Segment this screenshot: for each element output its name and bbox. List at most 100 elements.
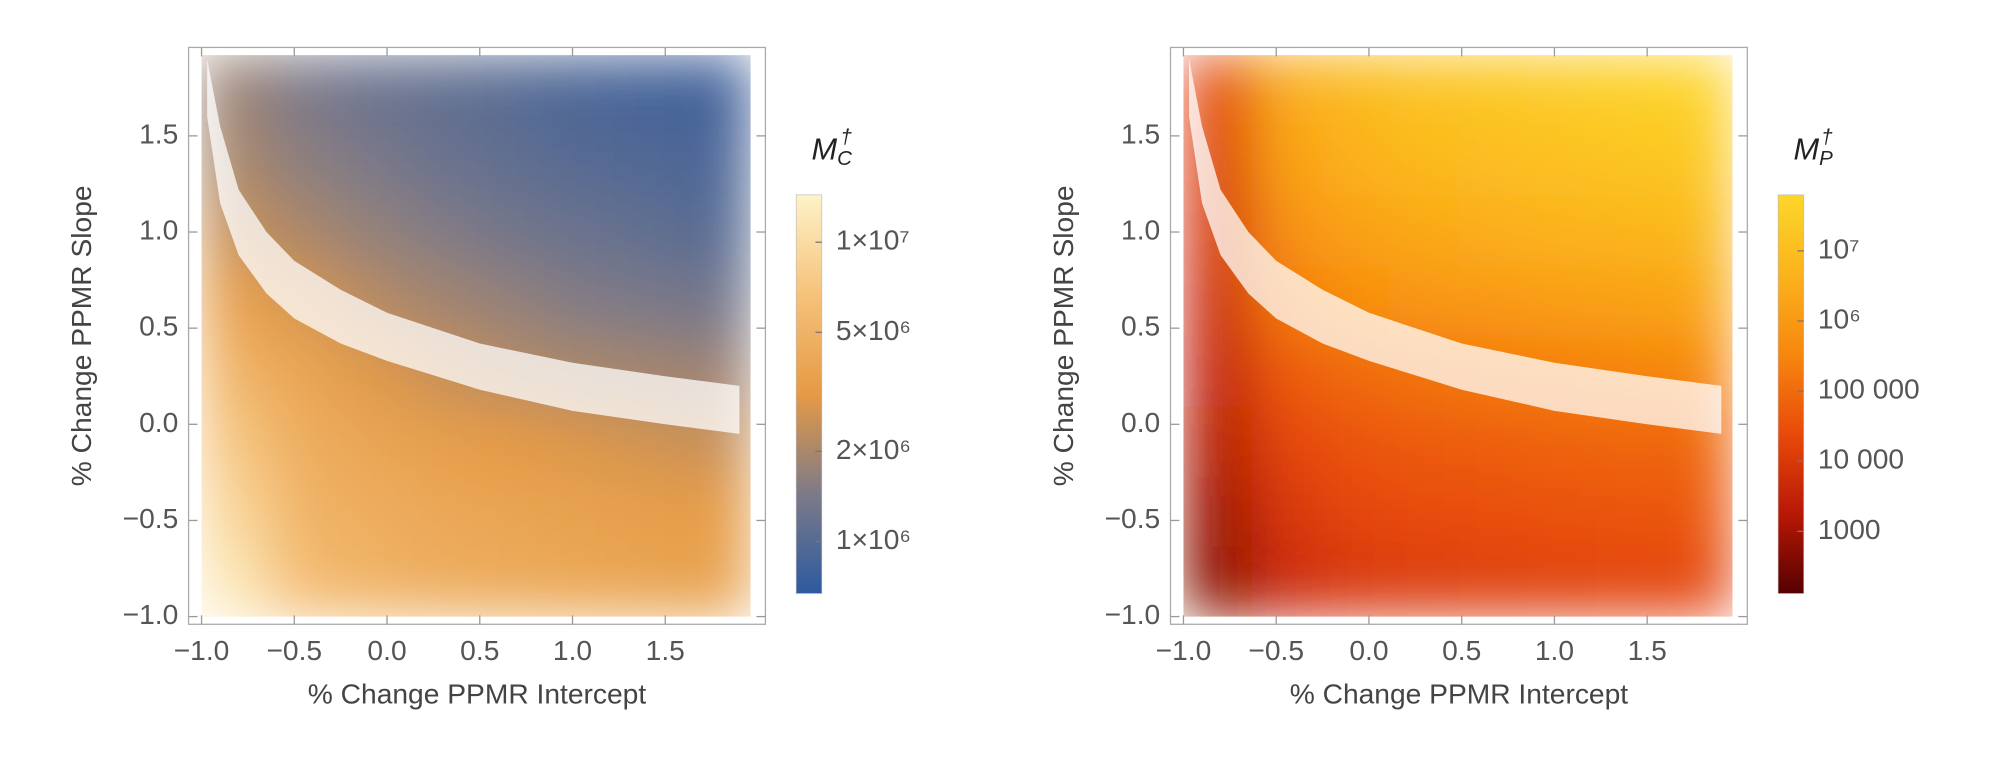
colorbar-title-sup: † xyxy=(1821,126,1833,149)
x-tick-label: 1.5 xyxy=(646,634,685,666)
x-tick-label: 0.0 xyxy=(367,634,406,666)
heat-cell xyxy=(476,195,546,267)
heat-cell xyxy=(1252,55,1322,126)
heat-cell xyxy=(338,55,409,126)
heat-cell xyxy=(1595,125,1665,197)
plot-frame xyxy=(1169,46,1748,625)
heat-cell xyxy=(1389,125,1459,197)
heat-cells xyxy=(1183,55,1733,617)
heat-cell xyxy=(476,55,546,126)
colorbar-title-base: M xyxy=(812,131,838,166)
heat-cell xyxy=(1457,265,1528,337)
heat-cell xyxy=(1526,55,1596,126)
heat-cell xyxy=(1457,195,1528,267)
heat-cell xyxy=(681,476,751,548)
y-tick-label: 1.5 xyxy=(1121,117,1160,149)
heat-cell xyxy=(1663,195,1733,267)
y-tick-label: 0.0 xyxy=(1121,406,1160,438)
colorbar-title-base: M xyxy=(1793,131,1819,166)
heat-cell xyxy=(1595,265,1665,337)
heat-cell xyxy=(613,55,683,126)
heat-cell xyxy=(1320,406,1390,477)
heat-cell xyxy=(338,546,409,617)
colorbar-tick-label: 1×10⁷ xyxy=(836,224,910,256)
heat-cell xyxy=(1320,55,1390,126)
heat-cell xyxy=(1526,476,1596,548)
feasible-band xyxy=(1189,58,1722,434)
heat-cell xyxy=(1526,125,1596,197)
y-tick-label: 0.5 xyxy=(139,310,178,342)
heat-cell xyxy=(1457,546,1528,617)
heat-cell xyxy=(1595,55,1665,126)
x-axis-title: % Change PPMR Intercept xyxy=(308,678,647,710)
y-tick-label: −1.0 xyxy=(123,598,179,630)
heat-cell xyxy=(544,55,614,126)
heat-cell xyxy=(1320,476,1390,548)
colorbar-tick-label: 1000 xyxy=(1818,513,1881,545)
heat-cell xyxy=(270,335,340,407)
heat-cell xyxy=(407,546,477,617)
heat-cell xyxy=(1595,195,1665,267)
y-tick-label: −0.5 xyxy=(1105,502,1161,534)
heat-cell xyxy=(338,125,409,197)
heat-cell xyxy=(407,125,477,197)
heat-cell xyxy=(338,195,409,267)
heat-cell xyxy=(270,476,340,548)
x-tick-label: 0.0 xyxy=(1349,634,1388,666)
heat-cell xyxy=(407,406,477,477)
heat-cell xyxy=(407,55,477,126)
x-tick-label: 1.0 xyxy=(553,634,592,666)
colorbar-tick-label: 10 000 xyxy=(1818,443,1904,475)
heat-cell xyxy=(1183,406,1253,477)
colorbar xyxy=(1777,194,1805,594)
heat-cell xyxy=(338,476,409,548)
heat-cell xyxy=(1389,546,1459,617)
y-tick-label: 1.5 xyxy=(139,117,178,149)
heat-cell xyxy=(1320,125,1390,197)
heat-cell xyxy=(1183,335,1253,407)
x-tick-label: −1.0 xyxy=(174,634,230,666)
heat-cell xyxy=(201,546,271,617)
heatmap xyxy=(1183,55,1733,617)
colorbar-tick-label: 10⁷ xyxy=(1818,232,1860,264)
y-tick-label: 0.0 xyxy=(139,406,178,438)
heat-cell xyxy=(1457,476,1528,548)
heat-cell xyxy=(1252,406,1322,477)
heat-cell xyxy=(1183,546,1253,617)
heat-cell xyxy=(544,125,614,197)
colorbar-title-sub: P xyxy=(1819,148,1833,171)
heat-cell xyxy=(544,546,614,617)
heat-cell xyxy=(270,546,340,617)
y-tick-label: −0.5 xyxy=(123,502,179,534)
heat-cell xyxy=(1389,406,1459,477)
heat-cell xyxy=(1389,476,1459,548)
heat-cell xyxy=(1252,335,1322,407)
heat-cell xyxy=(270,125,340,197)
heat-cell xyxy=(476,125,546,197)
heat-cell xyxy=(1663,476,1733,548)
heatmap xyxy=(201,55,751,617)
heat-cell xyxy=(201,406,271,477)
heat-cell xyxy=(1526,406,1596,477)
heat-cell xyxy=(613,476,683,548)
x-tick-label: −1.0 xyxy=(1156,634,1212,666)
heat-cell xyxy=(681,195,751,267)
heat-cell xyxy=(1457,406,1528,477)
feasible-band xyxy=(207,58,740,434)
heat-cells xyxy=(201,55,751,617)
heat-cell xyxy=(338,406,409,477)
heat-cell xyxy=(1663,55,1733,126)
heat-cell xyxy=(681,265,751,337)
heat-cell xyxy=(1320,195,1390,267)
x-tick-label: 1.0 xyxy=(1535,634,1574,666)
heat-cell xyxy=(1595,476,1665,548)
x-tick-label: −0.5 xyxy=(1248,634,1304,666)
y-axis-title: % Change PPMR Slope xyxy=(1047,185,1079,486)
heat-cell xyxy=(476,546,546,617)
heat-cell xyxy=(1389,55,1459,126)
colorbar-title-sup: † xyxy=(840,126,852,149)
heat-cell xyxy=(613,265,683,337)
colorbar-tick-label: 2×10⁶ xyxy=(836,433,911,465)
